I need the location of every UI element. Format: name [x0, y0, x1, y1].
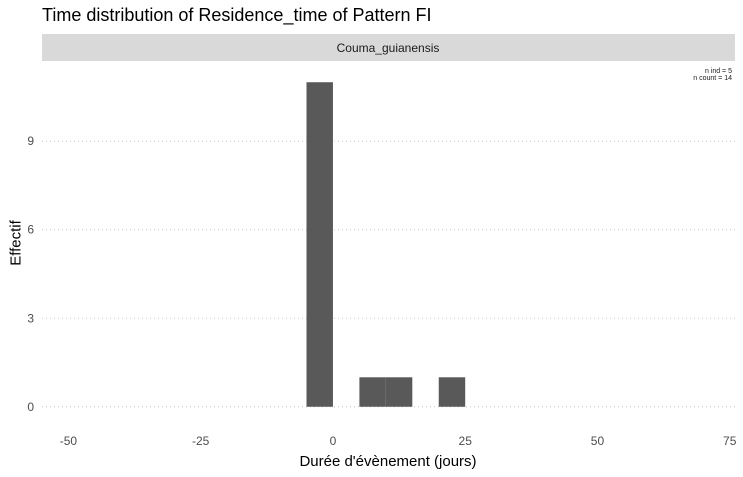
- y-tick-label: 0: [27, 400, 34, 414]
- y-tick-label: 6: [27, 223, 34, 237]
- x-tick-label: 50: [591, 434, 605, 448]
- x-tick-label: 25: [459, 434, 473, 448]
- axis-ticks: 0 3 6 9 -50 -25 0 25 50 75: [27, 134, 736, 448]
- histogram-bar: [306, 82, 333, 407]
- y-tick-label: 9: [27, 134, 34, 148]
- histogram-bar: [359, 377, 386, 407]
- x-axis-label: Durée d'évènement (jours): [299, 453, 477, 470]
- x-tick-label: -25: [192, 434, 210, 448]
- histogram-bar: [385, 377, 413, 407]
- facet-strip: [42, 34, 735, 61]
- facet-label: Couma_guianensis: [337, 41, 440, 55]
- chart-title: Time distribution of Residence_time of P…: [42, 5, 432, 25]
- grid-lines: [42, 140, 735, 408]
- histogram-bar: [438, 377, 466, 407]
- bars: [306, 82, 466, 407]
- n-ind-annotation: n ind = 5: [705, 68, 732, 75]
- x-tick-label: -50: [60, 434, 78, 448]
- y-tick-label: 3: [27, 311, 34, 325]
- x-tick-label: 0: [330, 434, 337, 448]
- x-tick-label: 75: [723, 434, 737, 448]
- n-count-annotation: n count = 14: [693, 75, 732, 82]
